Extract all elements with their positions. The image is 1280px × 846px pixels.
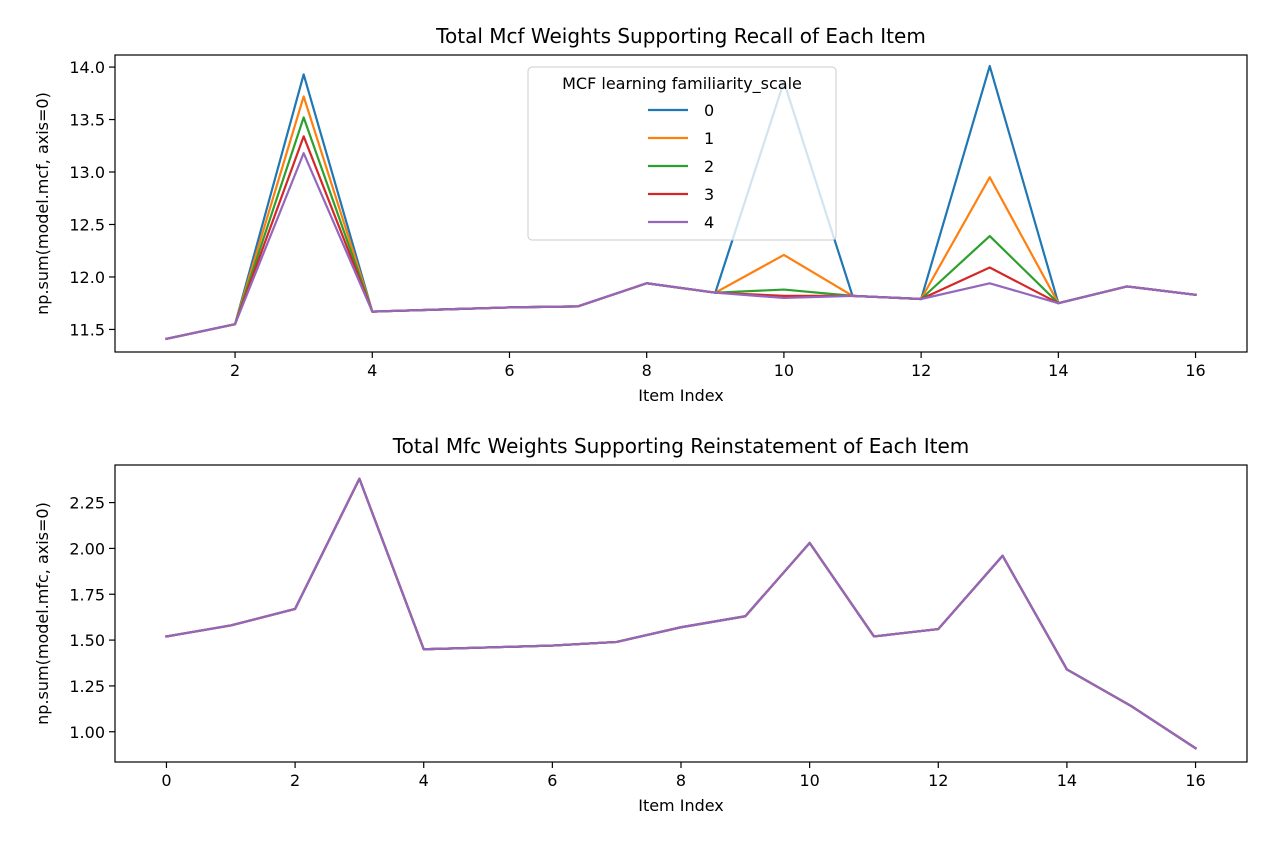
x-tick-label: 8	[676, 771, 686, 790]
x-tick-label: 4	[419, 771, 429, 790]
x-tick-label: 12	[928, 771, 948, 790]
y-tick-label: 1.25	[69, 677, 105, 696]
series-line-2	[165, 477, 1198, 750]
legend-label-0: 0	[704, 101, 714, 120]
x-tick-label: 16	[1185, 771, 1205, 790]
x-tick-label: 10	[774, 361, 794, 380]
legend-label-4: 4	[704, 213, 714, 232]
x-tick-label: 8	[642, 361, 652, 380]
y-tick-label: 1.00	[69, 723, 105, 742]
legend-title: MCF learning familiarity_scale	[562, 74, 802, 94]
y-tick-label: 2.25	[69, 494, 105, 513]
y-tick-label: 1.50	[69, 631, 105, 650]
x-tick-label: 2	[290, 771, 300, 790]
chart-title: Total Mcf Weights Supporting Recall of E…	[435, 24, 926, 48]
y-axis-label: np.sum(model.mfc, axis=0)	[33, 502, 52, 725]
y-tick-label: 11.5	[69, 320, 105, 339]
series-line-3	[165, 477, 1198, 750]
x-tick-label: 4	[367, 361, 377, 380]
x-axis-label: Item Index	[638, 386, 724, 405]
y-tick-label: 12.5	[69, 215, 105, 234]
x-tick-label: 6	[504, 361, 514, 380]
chart-title: Total Mfc Weights Supporting Reinstateme…	[392, 434, 969, 458]
plot-frame	[114, 464, 1248, 763]
legend-box	[527, 66, 837, 241]
y-tick-label: 14.0	[69, 58, 105, 77]
y-tick-label: 2.00	[69, 539, 105, 558]
series-line-1	[165, 477, 1198, 750]
plot-frame	[114, 54, 1248, 353]
x-tick-label: 12	[911, 361, 931, 380]
series-line-0	[165, 477, 1198, 750]
x-tick-label: 2	[230, 361, 240, 380]
series-group	[165, 64, 1197, 341]
chart-panel-1: 2 4 6 8 10 12 14 1611.512.012.513.013.514.0Tota…	[33, 24, 1248, 405]
legend-label-1: 1	[704, 129, 714, 148]
chart-panel-2: 0 2 4 6 8 10 12 14 16 1.00 1.25 1.50 1.75 2.00 2.25 Tot…	[33, 434, 1248, 815]
y-axis-label: np.sum(model.mcf, axis=0)	[33, 92, 52, 315]
legend-label-2: 2	[704, 157, 714, 176]
x-tick-label: 10	[799, 771, 819, 790]
x-tick-label: 0	[161, 771, 171, 790]
x-tick-label: 16	[1185, 361, 1205, 380]
x-axis-label: Item Index	[638, 796, 724, 815]
legend: MCF learning familiarity_scale 0 1 2 3 4	[527, 66, 837, 241]
series-line-4	[165, 152, 1197, 341]
y-tick-label: 12.0	[69, 268, 105, 287]
y-tick-label: 13.0	[69, 163, 105, 182]
series-line-4	[165, 477, 1198, 750]
x-tick-label: 14	[1057, 771, 1077, 790]
series-group	[165, 477, 1198, 750]
x-tick-label: 14	[1048, 361, 1068, 380]
legend-label-3: 3	[704, 185, 714, 204]
x-tick-label: 6	[547, 771, 557, 790]
y-tick-label: 13.5	[69, 111, 105, 130]
y-tick-label: 1.75	[69, 585, 105, 604]
